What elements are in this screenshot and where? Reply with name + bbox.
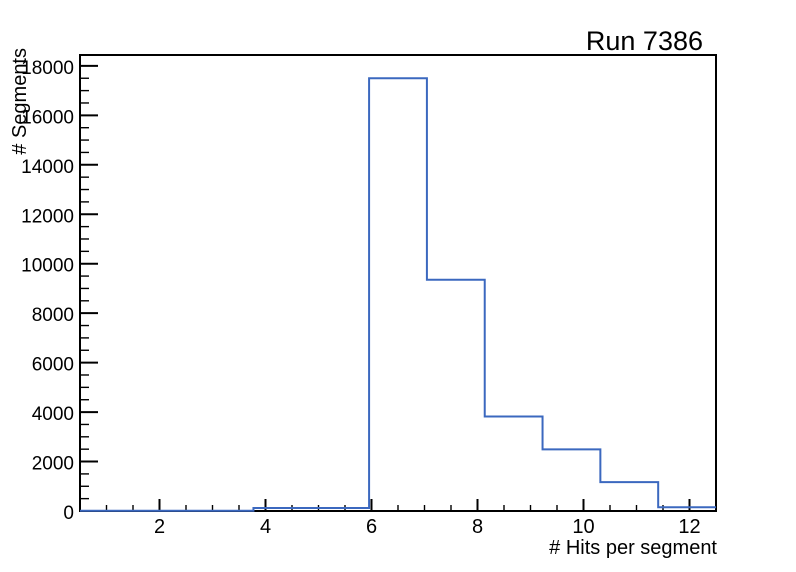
- plot-frame: [79, 54, 717, 512]
- x-tick-label: 2: [154, 516, 165, 538]
- x-tick-label: 10: [572, 516, 594, 538]
- x-tick-label: 4: [260, 516, 271, 538]
- y-tick-label: 18000: [21, 58, 74, 79]
- x-tick-label: 8: [472, 516, 483, 538]
- y-tick-label: 4000: [32, 404, 74, 425]
- chart-layer: 2 4 6 8 10 12 0 2000 4000 6000 8000 10000 12000 14000…: [21, 54, 717, 538]
- y-tick-label: 6000: [32, 355, 74, 376]
- y-tick-label: 10000: [21, 256, 74, 277]
- y-tick-label: 8000: [32, 305, 74, 326]
- x-tick-label: 6: [366, 516, 377, 538]
- y-tick-label: 14000: [21, 157, 74, 178]
- y-axis-title: # Segments: [9, 48, 31, 155]
- x-tick-label: 12: [678, 516, 700, 538]
- y-tick-label: 0: [63, 503, 74, 524]
- y-tick-label: 2000: [32, 454, 74, 475]
- chart-title: Run 7386: [586, 26, 703, 56]
- histogram-line: [80, 77, 716, 512]
- y-tick-label: 16000: [21, 107, 74, 128]
- x-axis-title: # Hits per segment: [549, 537, 717, 559]
- y-tick-label: 12000: [21, 206, 74, 227]
